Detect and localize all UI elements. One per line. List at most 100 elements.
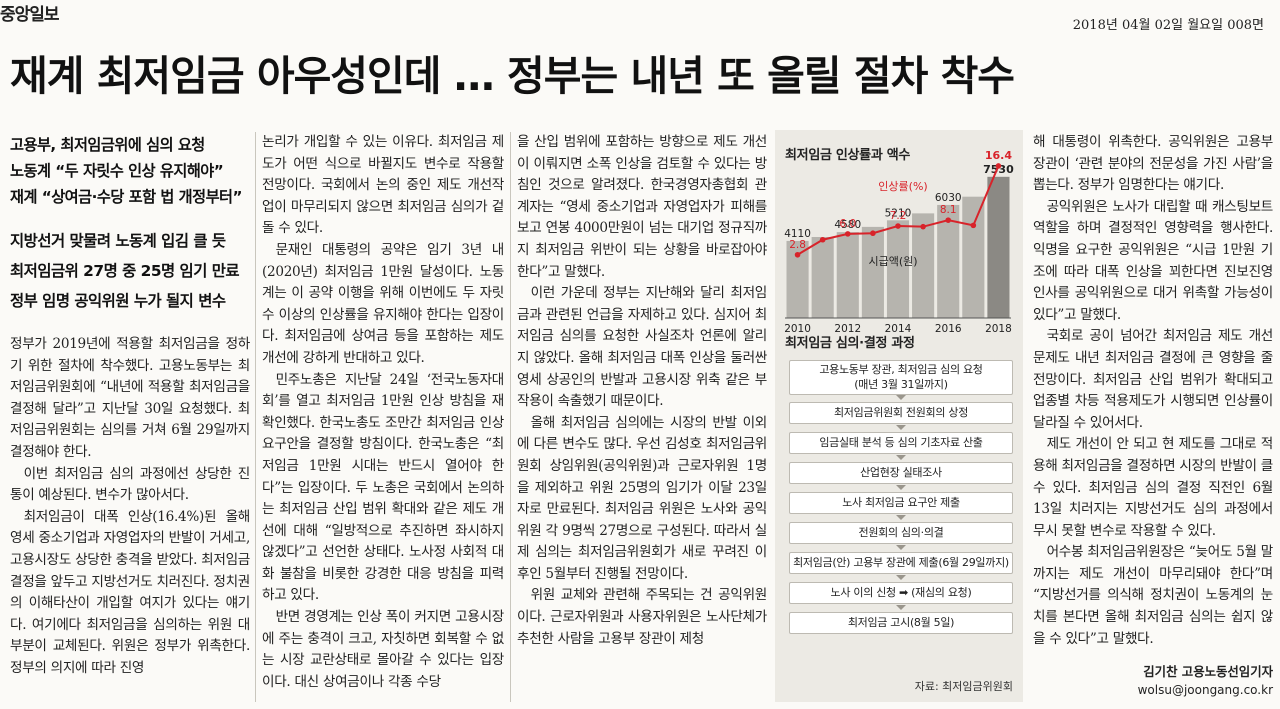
rate-value-label: 6.0 bbox=[839, 218, 856, 230]
rate-point bbox=[920, 223, 926, 230]
source-note: 자료: 최저임금위원회 bbox=[914, 680, 1013, 693]
wage-chart: 4110 4580 5210 6030 7530 2010 2012 2014 2016 2018… bbox=[784, 150, 1014, 335]
process-step: 최저임금위원회 전원회의 상정 bbox=[789, 402, 1013, 424]
paragraph: 해 대통령이 위촉한다. 공익위원은 고용부 장관이 ‘관련 분야의 전문성을 … bbox=[1033, 134, 1273, 194]
dateline: 2018년 04월 02일 월요일 008면 bbox=[1072, 18, 1264, 33]
chart-bar bbox=[811, 237, 834, 318]
paragraph: 민주노총은 지난달 24일 ‘전국노동자대회’를 열고 최저임금 1만원 인상 … bbox=[262, 371, 504, 604]
process-step-label: 산업현장 실태조사 bbox=[860, 466, 942, 479]
bar-value-label: 6030 bbox=[935, 192, 962, 204]
paragraph: 정부가 2019년에 적용할 최저임금을 정하기 위한 절차에 착수했다. 고용… bbox=[10, 336, 250, 460]
process-step: 임금실태 분석 등 심의 기초자료 산출 bbox=[789, 432, 1013, 454]
paragraph: 국회로 공이 넘어간 최저임금 제도 개선 문제도 내년 최저임금 결정에 큰 … bbox=[1033, 328, 1273, 431]
byline-email: wolsu@joongang.co.kr bbox=[1137, 683, 1273, 697]
process-step: 최저임금 고시(8월 5일) bbox=[789, 612, 1013, 634]
process-step: 고용노동부 장관, 최저임금 심의 요청 (매년 3월 31일까지) bbox=[789, 360, 1013, 395]
column-2: 논리가 개입할 수 있는 이유다. 최저임금 제도가 어떤 식으로 바뀔지도 변… bbox=[262, 132, 504, 693]
paragraph: 올해 최저임금 심의에는 시장의 반발 이외에 다른 변수도 많다. 우선 김성… bbox=[517, 414, 767, 582]
process-step: 최저임금(안) 고용부 장관에 제출(6월 29일까지) bbox=[789, 552, 1013, 574]
process-step-label: 전원회의 심의·의결 bbox=[858, 526, 944, 539]
x-tick-label: 2016 bbox=[935, 323, 962, 335]
rate-value-label: 7.2 bbox=[890, 210, 907, 222]
down-arrow-icon bbox=[896, 575, 906, 580]
paragraph: 최저임금이 대폭 인상(16.4%)된 올해 영세 중소기업과 자영업자의 반발… bbox=[10, 508, 250, 676]
column-divider bbox=[255, 132, 256, 702]
wage-series-label: 시급액(원) bbox=[868, 255, 917, 268]
process-step: 노사 이의 신청 ➡ (재심의 요청) bbox=[789, 582, 1013, 604]
subhead-top-1: 고용부, 최저임금위에 심의 요청 bbox=[10, 136, 205, 154]
rate-value-label: 8.1 bbox=[940, 204, 957, 216]
down-arrow-icon bbox=[896, 425, 906, 430]
rate-point bbox=[945, 217, 952, 223]
chart-bar bbox=[886, 220, 910, 318]
process-step-label: 고용노동부 장관, 최저임금 심의 요청 bbox=[819, 363, 983, 376]
x-tick-label: 2014 bbox=[885, 323, 912, 335]
down-arrow-icon bbox=[896, 395, 906, 400]
masthead-logo: 중앙일보 bbox=[0, 5, 60, 25]
column-divider bbox=[510, 132, 511, 702]
bar-value-label: 7530 bbox=[983, 163, 1014, 176]
paragraph: 반면 경영계는 인상 폭이 커지면 고용시장에 주는 충격이 크고, 자칫하면 … bbox=[262, 609, 504, 690]
down-arrow-icon bbox=[896, 485, 906, 490]
bar-value-label: 4110 bbox=[784, 228, 811, 240]
subhead-bottom-3: 정부 임명 공익위원 누가 될지 변수 bbox=[10, 292, 226, 310]
process-step: 노사 최저임금 요구안 제출 bbox=[789, 492, 1013, 514]
down-arrow-icon bbox=[896, 545, 906, 550]
process-title: 최저임금 심의·결정 과정 bbox=[785, 336, 915, 351]
rate-point bbox=[844, 231, 851, 237]
subhead-top-3: 재계 “상여금·수당 포함 법 개정부터” bbox=[10, 188, 243, 206]
chart-bar bbox=[937, 204, 960, 318]
rate-point bbox=[819, 236, 826, 243]
process-step-label: 노사 최저임금 요구안 제출 bbox=[842, 496, 960, 509]
chart-bar bbox=[962, 196, 985, 318]
chart-title: 최저임금 인상률과 액수 bbox=[785, 148, 911, 163]
process-step: 산업현장 실태조사 bbox=[789, 462, 1013, 484]
paragraph: 공익위원은 노사가 대립할 때 캐스팅보트 역할을 하며 결정적인 영향력을 행… bbox=[1033, 198, 1273, 323]
paragraph: 논리가 개입할 수 있는 이유다. 최저임금 제도가 어떤 식으로 바뀔지도 변… bbox=[262, 134, 504, 237]
subhead-bottom-2: 최저임금위 27명 중 25명 임기 만료 bbox=[10, 262, 240, 280]
process-step-label: 노사 이의 신청 ➡ (재심의 요청) bbox=[830, 586, 972, 599]
paragraph: 을 산입 범위에 포함하는 방향으로 제도 개선이 이뤄지면 소폭 인상을 검토… bbox=[517, 134, 767, 280]
rate-point bbox=[995, 163, 1002, 169]
chart-bar bbox=[861, 226, 884, 318]
paragraph: 이런 가운데 정부는 지난해와 달리 최저임금과 관련된 언급을 자제하고 있다… bbox=[517, 285, 767, 410]
column-3: 을 산입 범위에 포함하는 방향으로 제도 개선이 이뤄지면 소폭 인상을 검토… bbox=[517, 132, 767, 650]
rate-series-label: 인상률(%) bbox=[878, 180, 927, 193]
rate-point bbox=[794, 251, 801, 258]
down-arrow-icon bbox=[896, 515, 906, 520]
process-step: 전원회의 심의·의결 bbox=[789, 522, 1013, 544]
down-arrow-icon bbox=[896, 455, 906, 460]
subhead-bottom-1: 지방선거 맞물려 노동계 입김 클 듯 bbox=[10, 232, 226, 250]
process-step-label: 최저임금위원회 전원회의 상정 bbox=[833, 406, 969, 419]
rate-point bbox=[970, 222, 977, 229]
subhead-top-2: 노동계 “두 자릿수 인상 유지해야” bbox=[10, 162, 224, 180]
process-step-label: 임금실태 분석 등 심의 기초자료 산출 bbox=[819, 436, 983, 449]
infographic-box: 최저임금 인상률과 액수 4110 4580 5210 6030 7530 2010 201… bbox=[775, 130, 1023, 702]
down-arrow-icon bbox=[896, 605, 906, 610]
chart-bar bbox=[987, 176, 1010, 318]
rate-value-label: 2.8 bbox=[789, 239, 806, 251]
x-tick-label: 2012 bbox=[834, 323, 861, 335]
x-tick-label: 2010 bbox=[784, 323, 811, 335]
process-step-label: 최저임금 고시(8월 5일) bbox=[847, 616, 955, 629]
process-step-label: 최저임금(안) 고용부 장관에 제출(6월 29일까지) bbox=[793, 556, 1009, 569]
headline: 재계 최저임금 아우성인데 … 정부는 내년 또 올릴 절차 착수 bbox=[10, 52, 1015, 100]
byline: 김기찬 고용노동선임기자 bbox=[1143, 664, 1273, 679]
process-step-sublabel: (매년 3월 31일까지) bbox=[854, 378, 948, 391]
column-1: 고용부, 최저임금위에 심의 요청 노동계 “두 자릿수 인상 유지해야” 재계… bbox=[10, 132, 250, 680]
chart-bar bbox=[786, 240, 809, 318]
bar-value-label: 5210 bbox=[885, 207, 912, 219]
x-tick-label: 2018 bbox=[985, 323, 1012, 335]
paragraph: 문재인 대통령의 공약은 임기 3년 내(2020년) 최저임금 1만원 달성이… bbox=[262, 241, 504, 366]
paragraph: 어수봉 최저임금위원장은 “늦어도 5월 말까지는 제도 개선이 마무리돼야 한… bbox=[1033, 544, 1273, 647]
bar-value-label: 4580 bbox=[834, 219, 861, 231]
rate-point bbox=[895, 223, 901, 229]
paragraph: 이번 최저임금 심의 과정에선 상당한 진통이 예상된다. 변수가 많아서다. bbox=[10, 465, 250, 504]
rate-value-label: 16.4 bbox=[985, 150, 1012, 162]
chart-bar bbox=[912, 213, 935, 318]
rate-point bbox=[870, 230, 876, 237]
paragraph: 위원 교체와 관련해 주목되는 건 공익위원이다. 근로자위원과 사용자위원은 … bbox=[517, 587, 767, 647]
paragraph: 제도 개선이 안 되고 현 제도를 그대로 적용해 최저임금을 결정하면 시장의… bbox=[1033, 436, 1273, 539]
column-5: 해 대통령이 위촉한다. 공익위원은 고용부 장관이 ‘관련 분야의 전문성을 … bbox=[1033, 132, 1273, 650]
chart-bar bbox=[836, 232, 859, 318]
